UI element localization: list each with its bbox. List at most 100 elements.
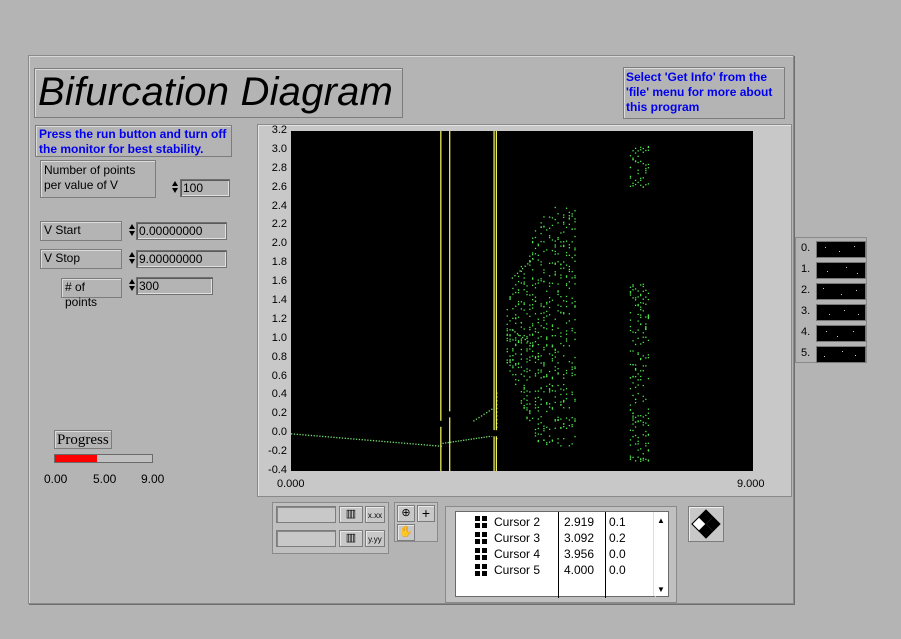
data-point (629, 286, 632, 288)
data-point (457, 440, 460, 442)
points-per-v-input[interactable]: 100 (180, 179, 230, 197)
data-point (568, 211, 571, 214)
data-point (529, 304, 531, 306)
data-point (571, 443, 573, 445)
npoints-spinner[interactable] (129, 277, 136, 295)
data-point (537, 343, 539, 346)
data-point (645, 336, 647, 338)
data-point (293, 433, 296, 435)
data-point (364, 439, 366, 441)
data-point (543, 349, 545, 351)
cursor-name[interactable]: Cursor 5 (494, 563, 541, 577)
data-point (629, 325, 632, 328)
cursor-row[interactable]: Cursor 4 3.956 0.0 (456, 546, 670, 562)
x-scale-lock-icon[interactable]: ▥ (339, 506, 363, 523)
cursor-name[interactable]: Cursor 3 (494, 531, 541, 545)
data-point (629, 350, 632, 352)
data-point (478, 416, 480, 419)
data-point (524, 338, 526, 341)
data-point (546, 410, 548, 413)
cursor-name[interactable]: Cursor 2 (494, 515, 541, 529)
plot-area[interactable] (291, 131, 753, 471)
vstart-input[interactable]: 0.00000000 (136, 222, 227, 240)
data-point (509, 297, 511, 299)
vstart-spinner[interactable] (129, 222, 136, 240)
data-point (548, 235, 551, 237)
data-point (568, 218, 571, 220)
cursor-row[interactable]: Cursor 3 3.092 0.2 (456, 530, 670, 546)
data-point (517, 363, 520, 365)
data-point (563, 389, 565, 391)
data-point (634, 369, 637, 371)
data-point (629, 177, 632, 179)
vstart-label: V Start (40, 221, 122, 241)
cursor-row[interactable]: Cursor 5 4.000 0.0 (456, 562, 670, 578)
data-point (637, 181, 639, 184)
cursor-style-icon[interactable] (475, 548, 487, 560)
data-point (642, 147, 644, 150)
data-point (526, 342, 528, 344)
data-point (574, 367, 576, 370)
data-point (526, 348, 528, 350)
vstop-spinner[interactable] (129, 250, 136, 268)
scroll-up-icon[interactable]: ▲ (657, 516, 665, 525)
data-point (647, 167, 650, 169)
data-point (546, 249, 548, 251)
data-point (557, 416, 559, 418)
data-point (534, 357, 537, 359)
y-scale-lock-icon[interactable]: ▥ (339, 530, 363, 547)
data-point (529, 410, 531, 412)
data-point (640, 146, 642, 149)
data-point (554, 366, 556, 368)
hand-pan-icon[interactable]: ✋ (397, 524, 415, 541)
data-point (515, 317, 517, 320)
y-format-button[interactable]: y.yy (365, 530, 385, 547)
data-point (532, 240, 534, 243)
data-point (634, 152, 637, 154)
npoints-input[interactable]: 300 (136, 277, 213, 295)
data-point (571, 302, 573, 304)
data-point (629, 429, 632, 431)
data-point (568, 445, 571, 447)
data-point (571, 215, 573, 217)
data-point (640, 160, 642, 162)
data-point (554, 348, 556, 350)
data-point (532, 325, 534, 327)
data-point (520, 270, 523, 272)
cursor-style-icon[interactable] (475, 532, 487, 544)
data-point (647, 317, 650, 320)
data-point (640, 184, 642, 186)
x-scale-name-field[interactable] (276, 506, 336, 523)
data-point (532, 350, 534, 352)
data-point (548, 216, 551, 218)
cursor-row[interactable]: Cursor 2 2.919 0.1 (456, 514, 670, 530)
cursor-style-icon[interactable] (475, 516, 487, 528)
cursor-marker[interactable] (437, 420, 444, 427)
x-format-button[interactable]: x.xx (365, 506, 385, 523)
cursor-legend[interactable]: ▲ ▼ Cursor 2 2.919 0.1 Cursor 3 3.092 0.2 Curs… (455, 511, 670, 598)
zoom-icon[interactable]: ⊕ (397, 505, 415, 522)
vstop-input[interactable]: 9.00000000 (136, 250, 227, 268)
cursor-style-icon[interactable] (475, 564, 487, 576)
cursor-marker[interactable] (446, 411, 453, 418)
data-point (554, 253, 556, 255)
cursor-marker[interactable] (493, 430, 500, 437)
y-scale-name-field[interactable] (276, 530, 336, 547)
scroll-down-icon[interactable]: ▼ (657, 585, 665, 594)
data-point (517, 362, 520, 364)
crosshair-icon[interactable]: + (417, 505, 435, 522)
data-point (523, 328, 525, 330)
cursor-move-button[interactable] (688, 506, 724, 542)
data-point (629, 166, 632, 169)
data-point (512, 374, 514, 376)
cursor-name[interactable]: Cursor 4 (494, 547, 541, 561)
cursor-y: 0.0 (609, 547, 626, 561)
data-point (565, 240, 568, 242)
progress-tick-2: 9.00 (141, 472, 165, 486)
data-point (548, 306, 551, 309)
data-point (640, 179, 642, 181)
points-spinner[interactable] (172, 179, 179, 197)
data-point (642, 421, 644, 424)
data-point (546, 345, 548, 347)
cursor-scrollbar[interactable]: ▲ ▼ (653, 512, 668, 596)
